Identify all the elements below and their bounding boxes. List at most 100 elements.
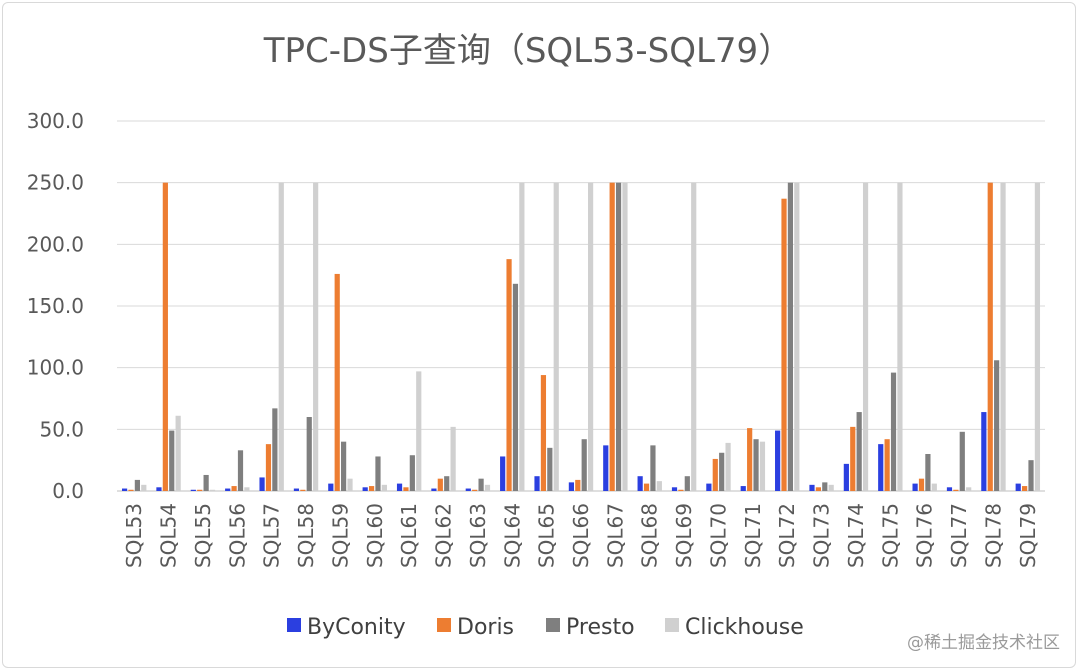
- legend-swatch-clickhouse: [665, 618, 679, 632]
- bar-presto-sql65: [547, 447, 553, 491]
- bar-clickhouse-sql76: [931, 483, 937, 491]
- bar-presto-sql53: [134, 479, 140, 491]
- bar-doris-sql64: [506, 259, 512, 491]
- bar-byconity-sql55: [190, 489, 196, 491]
- bar-byconity-sql66: [568, 482, 574, 491]
- bar-clickhouse-sql66: [588, 182, 594, 491]
- legend-label-presto: Presto: [566, 615, 635, 640]
- bar-presto-sql79: [1028, 460, 1034, 491]
- x-tick-label: SQL57: [260, 503, 284, 568]
- bar-presto-sql61: [409, 455, 415, 491]
- bar-doris-sql67: [609, 182, 615, 491]
- bar-presto-sql78: [994, 360, 1000, 491]
- bar-doris-sql77: [953, 489, 959, 491]
- bar-presto-sql72: [787, 182, 794, 491]
- bar-clickhouse-sql77: [966, 487, 972, 491]
- x-tick-label: SQL56: [225, 503, 249, 568]
- bar-byconity-sql63: [465, 488, 471, 491]
- bar-clickhouse-sql73: [828, 484, 834, 491]
- legend-label-doris: Doris: [457, 615, 514, 640]
- bar-byconity-sql71: [740, 486, 746, 491]
- x-tick-label: SQL78: [981, 503, 1005, 568]
- bar-clickhouse-sql61: [416, 371, 422, 491]
- x-tick-label: SQL76: [913, 503, 937, 568]
- x-tick-label: SQL55: [191, 503, 215, 568]
- bar-clickhouse-sql63: [484, 484, 491, 491]
- bar-byconity-sql62: [431, 488, 437, 491]
- x-tick-label: SQL72: [775, 503, 799, 568]
- bar-doris-sql76: [918, 478, 925, 491]
- bar-doris-sql68: [643, 483, 650, 491]
- bar-byconity-sql69: [671, 487, 678, 491]
- y-axis-ticks: 0.0 50.0 100.0 150.0 200.0 250.0 300.0: [27, 109, 84, 503]
- bar-presto-sql54: [169, 430, 175, 491]
- x-tick-label: SQL71: [741, 503, 765, 568]
- bar-byconity-sql54: [156, 487, 162, 491]
- bar-presto-sql55: [203, 474, 209, 491]
- bar-clickhouse-sql58: [313, 182, 319, 491]
- bar-clickhouse-sql79: [1034, 182, 1041, 491]
- bar-doris-sql75: [884, 439, 890, 491]
- x-axis-ticks: SQL53 SQL54 SQL55 SQL56 SQL57 SQL58 SQL59 SQL60…: [122, 503, 1040, 568]
- bar-byconity-sql77: [946, 487, 953, 491]
- bar-doris-sql53: [128, 489, 134, 491]
- bar-presto-sql66: [581, 439, 587, 491]
- bar-presto-sql68: [650, 445, 656, 491]
- bar-doris-sql69: [678, 489, 684, 491]
- bar-clickhouse-sql67: [622, 182, 628, 491]
- bar-presto-sql62: [444, 476, 450, 491]
- bar-clickhouse-sql70: [725, 442, 731, 491]
- bar-presto-sql56: [237, 450, 244, 491]
- bar-presto-sql71: [753, 439, 759, 491]
- x-tick-label: SQL53: [122, 503, 146, 568]
- bar-byconity-sql53: [121, 488, 128, 491]
- x-tick-label: SQL66: [569, 503, 593, 568]
- bar-byconity-sql76: [912, 483, 918, 491]
- bar-doris-sql70: [712, 458, 718, 491]
- x-tick-label: SQL73: [810, 503, 834, 568]
- bar-doris-sql55: [197, 489, 203, 491]
- bar-presto-sql74: [856, 412, 862, 491]
- x-tick-label: SQL70: [706, 503, 730, 568]
- bar-byconity-sql75: [878, 444, 884, 491]
- x-tick-label: SQL79: [1016, 503, 1040, 568]
- bar-doris-sql61: [403, 487, 409, 491]
- bar-byconity-sql65: [534, 476, 540, 491]
- x-tick-label: SQL60: [363, 503, 387, 568]
- legend-swatch-doris: [437, 618, 451, 632]
- legend-swatch-presto: [546, 618, 560, 632]
- bar-presto-sql77: [959, 431, 965, 491]
- x-tick-label: SQL68: [638, 503, 662, 568]
- bar-presto-sql57: [272, 408, 278, 491]
- bar-byconity-sql59: [328, 483, 334, 491]
- bar-byconity-sql58: [293, 488, 300, 491]
- bar-presto-sql70: [719, 452, 725, 491]
- y-tick-label: 200.0: [27, 232, 84, 256]
- bar-doris-sql78: [987, 182, 993, 491]
- bar-doris-sql54: [162, 182, 168, 491]
- bar-byconity-sql74: [843, 463, 849, 491]
- bar-doris-sql79: [1022, 486, 1028, 491]
- bar-presto-sql73: [822, 482, 828, 491]
- bar-presto-sql75: [890, 372, 897, 491]
- bar-byconity-sql78: [981, 412, 987, 491]
- watermark: @稀土掘金技术社区: [907, 633, 1060, 653]
- bar-presto-sql58: [306, 417, 312, 491]
- legend-label-clickhouse: Clickhouse: [685, 615, 804, 640]
- bar-byconity-sql70: [706, 483, 712, 491]
- y-tick-label: 300.0: [27, 109, 84, 133]
- bar-clickhouse-sql64: [519, 182, 525, 491]
- x-tick-label: SQL54: [157, 503, 181, 568]
- x-tick-label: SQL65: [535, 503, 559, 568]
- bar-clickhouse-sql57: [278, 182, 284, 491]
- bar-byconity-sql67: [603, 445, 609, 491]
- x-tick-label: SQL59: [328, 503, 352, 568]
- bar-doris-sql58: [300, 489, 306, 491]
- bar-presto-sql64: [512, 283, 519, 491]
- bar-clickhouse-sql55: [209, 489, 216, 491]
- bar-doris-sql60: [368, 486, 375, 491]
- bar-doris-sql74: [850, 426, 856, 491]
- x-tick-label: SQL58: [294, 503, 318, 568]
- x-tick-label: SQL69: [672, 503, 696, 568]
